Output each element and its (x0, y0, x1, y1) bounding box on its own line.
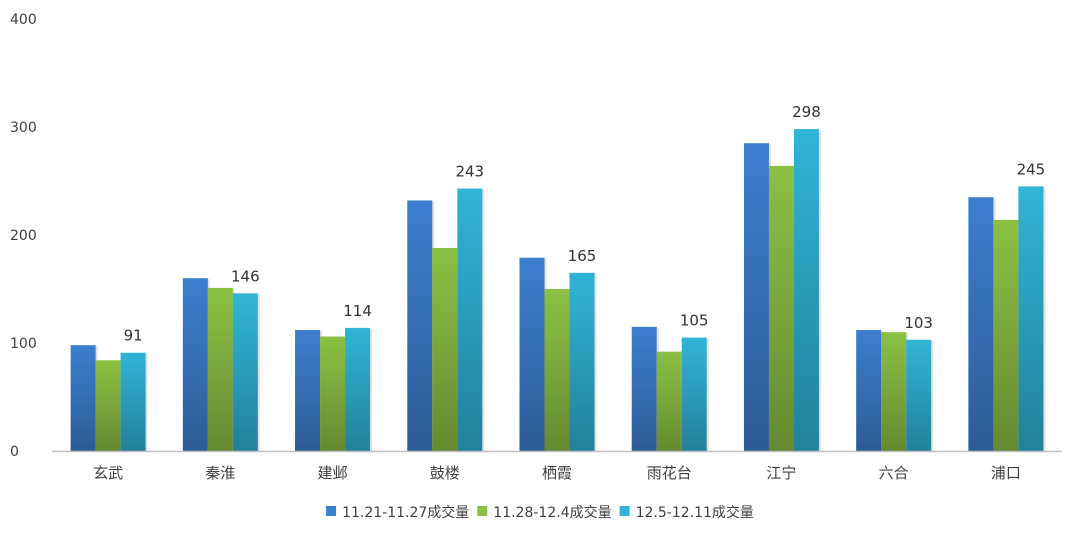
data-label: 245 (1017, 160, 1046, 178)
data-label: 114 (343, 302, 372, 320)
bar-秦淮-series-3 (232, 293, 258, 451)
bar-江宁-series-1 (743, 143, 769, 451)
y-tick-label: 100 (10, 336, 37, 352)
y-axis: 0 100 200 300 400 (10, 12, 37, 460)
data-label: 146 (231, 267, 260, 285)
data-label: 91 (124, 327, 143, 345)
x-tick-label: 雨花台 (647, 464, 692, 482)
bar-栖霞-series-2 (544, 289, 570, 451)
x-tick-label: 六合 (879, 464, 909, 482)
data-label: 103 (904, 314, 933, 332)
bar-江宁-series-3 (793, 129, 819, 451)
bar-建邺-series-1 (295, 330, 321, 451)
bar-玄武-series-3 (120, 352, 146, 451)
bar-雨花台-series-3 (681, 337, 707, 451)
data-label: 105 (680, 312, 709, 330)
bar-浦口-series-3 (1018, 186, 1044, 451)
legend-label: 11.28-12.4成交量 (493, 504, 611, 521)
legend-item: 11.28-12.4成交量 (477, 504, 612, 521)
bar-鼓楼-series-3 (457, 188, 483, 451)
data-labels: 91 146 114 243 165 105 298 103 245 (124, 103, 1046, 345)
data-label: 243 (455, 163, 484, 181)
bar-秦淮-series-1 (182, 278, 208, 451)
bar-雨花台-series-2 (656, 351, 682, 451)
x-tick-label: 鼓楼 (430, 464, 460, 482)
legend-swatch (326, 506, 337, 516)
bar-秦淮-series-2 (207, 287, 233, 451)
bar-鼓楼-series-1 (407, 200, 433, 451)
x-tick-label: 江宁 (766, 464, 796, 482)
bar-鼓楼-series-2 (432, 247, 458, 451)
legend: 11.21-11.27成交量 11.28-12.4成交量 12.5-12.11成交量 (326, 504, 754, 521)
legend-swatch (619, 506, 630, 516)
x-tick-label: 秦淮 (205, 464, 235, 482)
legend-swatch (477, 506, 488, 516)
bar-建邺-series-2 (320, 336, 346, 451)
bar-六合-series-2 (881, 332, 907, 451)
bars (70, 129, 1046, 452)
x-tick-label: 栖霞 (542, 464, 572, 482)
bar-玄武-series-1 (70, 345, 96, 451)
bar-玄武-series-2 (95, 360, 121, 451)
y-tick-label: 400 (10, 12, 37, 28)
y-tick-label: 300 (10, 120, 37, 136)
x-tick-label: 建邺 (318, 464, 348, 482)
x-tick-label: 玄武 (93, 464, 123, 482)
bar-栖霞-series-3 (569, 272, 595, 451)
legend-item: 11.21-11.27成交量 (326, 504, 469, 521)
bar-栖霞-series-1 (519, 257, 545, 451)
bar-六合-series-3 (906, 339, 932, 451)
x-tick-label: 浦口 (991, 464, 1021, 482)
legend-item: 12.5-12.11成交量 (619, 504, 754, 521)
y-tick-label: 0 (10, 444, 19, 460)
legend-label: 11.21-11.27成交量 (342, 504, 469, 521)
x-axis: 玄武 秦淮 建邺 鼓楼 栖霞 雨花台 江宁 六合 浦口 (52, 450, 1062, 482)
data-label: 165 (568, 247, 597, 265)
bar-建邺-series-3 (345, 327, 371, 451)
data-label: 298 (792, 103, 821, 121)
bar-雨花台-series-1 (631, 326, 657, 451)
bar-六合-series-1 (856, 330, 882, 451)
y-tick-label: 200 (10, 228, 37, 244)
bar-江宁-series-2 (768, 165, 794, 451)
legend-label: 12.5-12.11成交量 (636, 504, 754, 521)
bar-浦口-series-2 (993, 219, 1019, 451)
bar-浦口-series-1 (968, 197, 994, 451)
